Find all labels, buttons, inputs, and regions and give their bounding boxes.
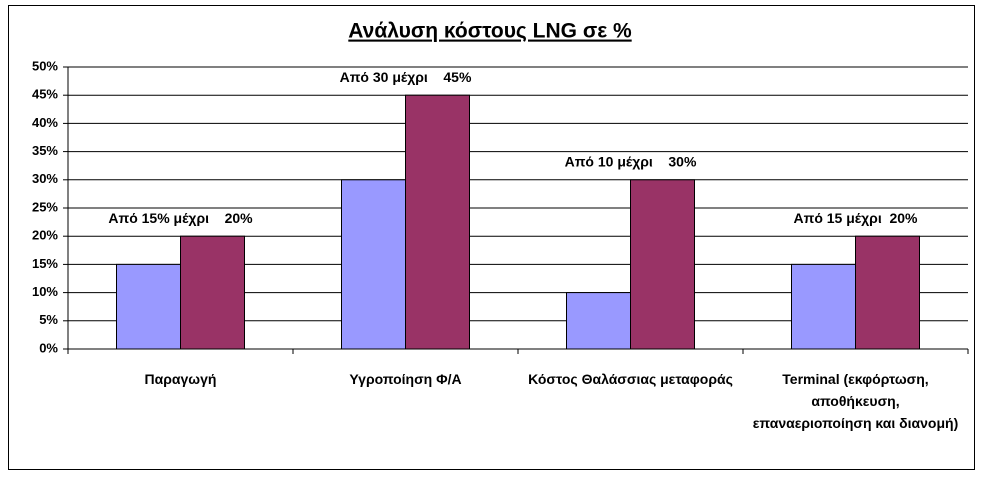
y-tick-label: 20% xyxy=(32,228,58,243)
bar xyxy=(341,179,406,350)
annotation: Από 15% μέχρι 20% xyxy=(108,210,253,226)
annotation: Από 30 μέχρι 45% xyxy=(340,69,472,85)
bar xyxy=(630,179,695,350)
y-tick-label: 40% xyxy=(32,115,58,130)
bar xyxy=(791,263,856,350)
y-tick-label: 50% xyxy=(32,58,58,73)
y-tick-label: 35% xyxy=(32,143,58,158)
y-tick-label: 45% xyxy=(32,87,58,102)
y-tick-label: 15% xyxy=(32,256,58,271)
y-tick-label: 10% xyxy=(32,284,58,299)
y-tick-label: 25% xyxy=(32,199,58,214)
x-tick-label: Κόστος Θαλάσσιας μεταφοράς xyxy=(528,371,733,387)
x-tick-label: Παραγωγή xyxy=(144,371,217,387)
bar xyxy=(855,235,920,350)
bar xyxy=(405,94,470,350)
bar xyxy=(116,263,181,350)
bar xyxy=(180,235,245,350)
y-tick-label: 0% xyxy=(39,340,58,355)
y-tick-label: 30% xyxy=(32,171,58,186)
x-tick-label: Terminal (εκφόρτωση, αποθήκευση, επαναερ… xyxy=(752,371,959,431)
chart-title: Ανάλυση κόστους LNG σε % xyxy=(348,20,632,43)
bar xyxy=(566,292,631,350)
y-tick-label: 5% xyxy=(39,312,58,327)
annotation: Από 10 μέχρι 30% xyxy=(565,154,697,170)
chart-border xyxy=(8,5,975,470)
annotation: Από 15 μέχρι 20% xyxy=(793,210,918,226)
x-tick-label: Υγροποίηση Φ/Α xyxy=(349,371,462,387)
